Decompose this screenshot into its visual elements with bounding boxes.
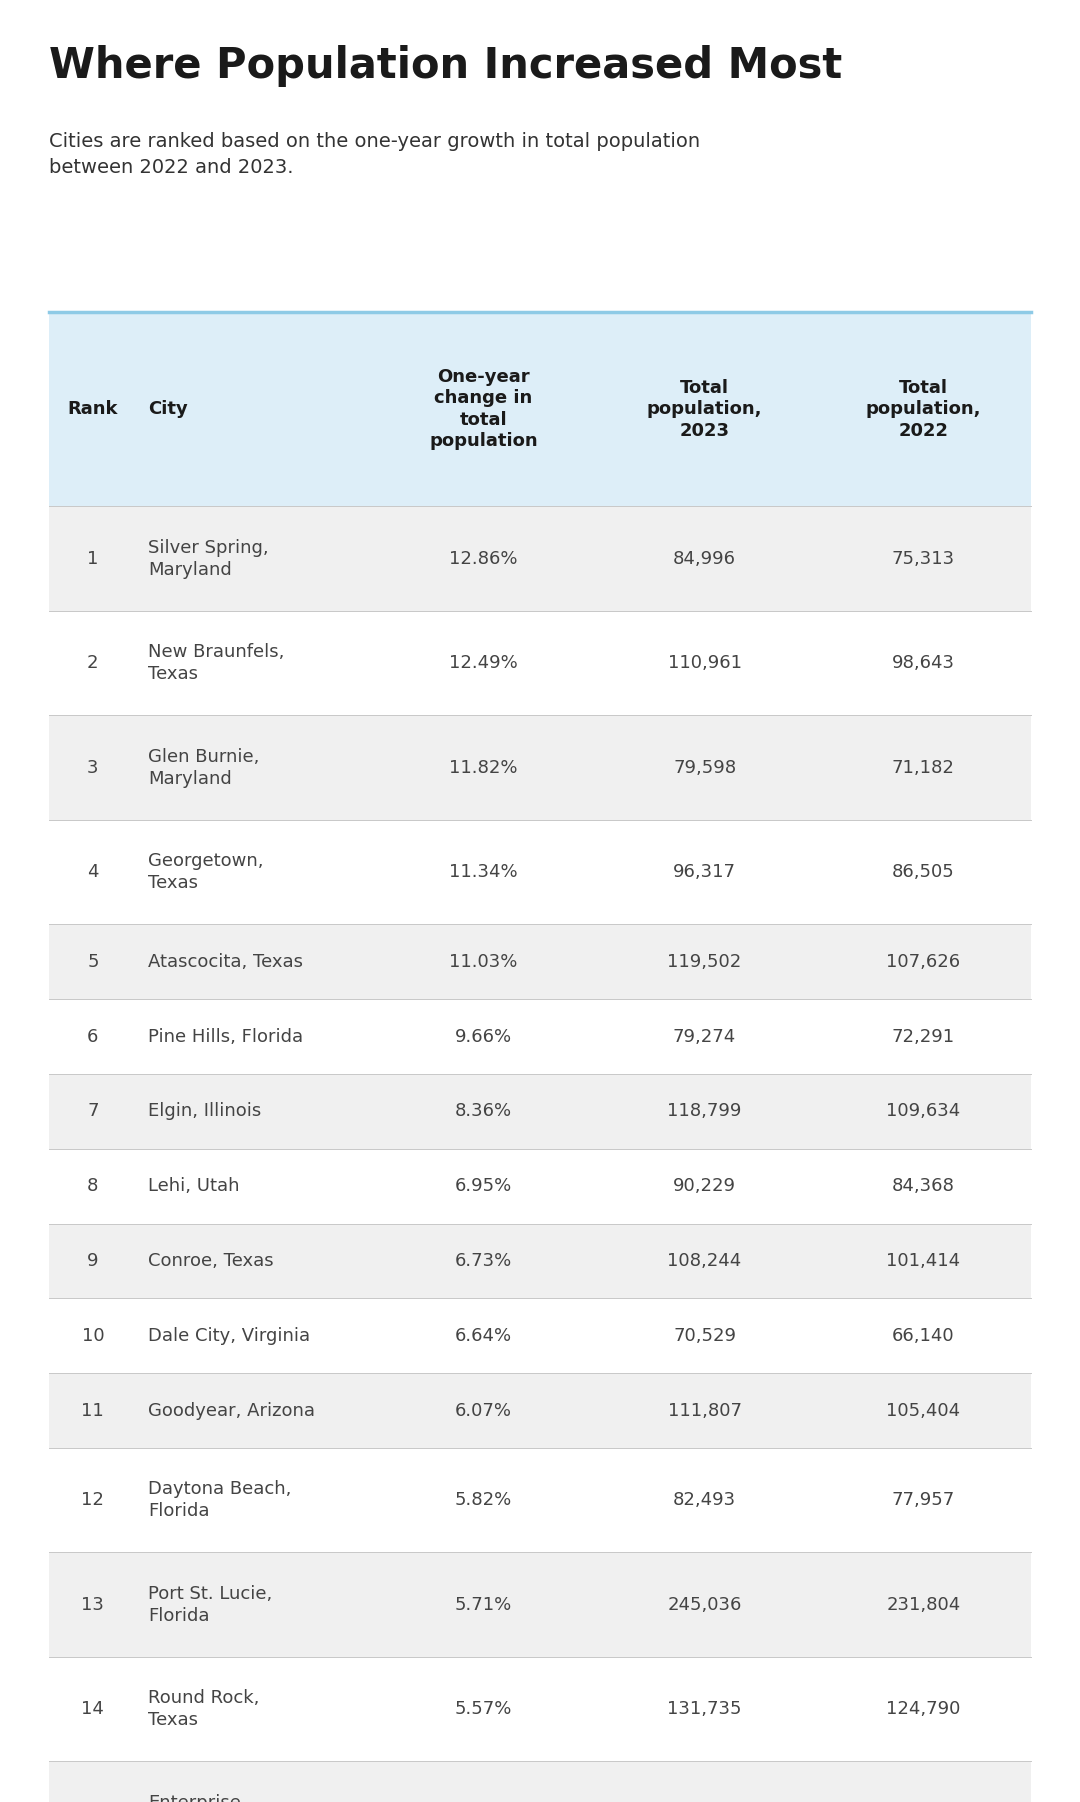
Text: Goodyear, Arizona: Goodyear, Arizona: [148, 1402, 315, 1420]
Text: 6.07%: 6.07%: [455, 1402, 512, 1420]
Text: Dale City, Virginia: Dale City, Virginia: [148, 1326, 310, 1344]
Text: Conroe, Texas: Conroe, Texas: [148, 1252, 273, 1270]
Text: 96,317: 96,317: [673, 863, 737, 881]
Text: Port St. Lucie,
Florida: Port St. Lucie, Florida: [148, 1584, 272, 1625]
Text: 109,634: 109,634: [887, 1103, 960, 1121]
Text: 245,036: 245,036: [667, 1597, 742, 1613]
Text: Glen Burnie,
Maryland: Glen Burnie, Maryland: [148, 748, 259, 787]
Text: 118,799: 118,799: [667, 1103, 742, 1121]
Text: 111,807: 111,807: [667, 1402, 742, 1420]
Text: 101,414: 101,414: [887, 1252, 960, 1270]
Text: Silver Spring,
Maryland: Silver Spring, Maryland: [148, 539, 269, 578]
Text: 110,961: 110,961: [667, 654, 742, 672]
Bar: [49, 611, 1031, 715]
Bar: [49, 1150, 1031, 1224]
Text: 8: 8: [87, 1177, 98, 1195]
Text: 5: 5: [87, 953, 98, 971]
Text: 1: 1: [87, 550, 98, 568]
Bar: [49, 1299, 1031, 1373]
Text: 79,598: 79,598: [673, 759, 737, 777]
Bar: [49, 1658, 1031, 1762]
Text: 72,291: 72,291: [892, 1027, 955, 1045]
Text: Cities are ranked based on the one-year growth in total population
between 2022 : Cities are ranked based on the one-year …: [49, 132, 700, 177]
Bar: [49, 820, 1031, 924]
Bar: [49, 715, 1031, 820]
Text: 71,182: 71,182: [892, 759, 955, 777]
Text: 90,229: 90,229: [673, 1177, 737, 1195]
Text: 107,626: 107,626: [887, 953, 960, 971]
Bar: [49, 1553, 1031, 1658]
Text: 70,529: 70,529: [673, 1326, 737, 1344]
Text: 13: 13: [81, 1597, 105, 1613]
Text: 79,274: 79,274: [673, 1027, 737, 1045]
Text: Enterprise,
Nevada: Enterprise, Nevada: [148, 1793, 246, 1802]
Text: 6.95%: 6.95%: [455, 1177, 512, 1195]
Text: 108,244: 108,244: [667, 1252, 742, 1270]
Text: 82,493: 82,493: [673, 1492, 737, 1508]
Text: New Braunfels,
Texas: New Braunfels, Texas: [148, 643, 284, 683]
Bar: [49, 1224, 1031, 1299]
Bar: [49, 1762, 1031, 1802]
Text: 10: 10: [81, 1326, 104, 1344]
Text: 11.82%: 11.82%: [449, 759, 517, 777]
Text: Rank: Rank: [68, 400, 118, 418]
Text: 6: 6: [87, 1027, 98, 1045]
Text: 84,996: 84,996: [673, 550, 737, 568]
Text: 9.66%: 9.66%: [455, 1027, 512, 1045]
Text: 5.71%: 5.71%: [455, 1597, 512, 1613]
Bar: [49, 1000, 1031, 1074]
Text: 75,313: 75,313: [892, 550, 955, 568]
Text: Total
population,
2022: Total population, 2022: [865, 378, 981, 440]
Text: Total
population,
2023: Total population, 2023: [647, 378, 762, 440]
Text: 84,368: 84,368: [892, 1177, 955, 1195]
Text: One-year
change in
total
population: One-year change in total population: [429, 368, 538, 450]
Bar: [49, 1373, 1031, 1449]
Text: Pine Hills, Florida: Pine Hills, Florida: [148, 1027, 303, 1045]
Text: City: City: [148, 400, 188, 418]
Text: 124,790: 124,790: [886, 1701, 960, 1717]
Text: Lehi, Utah: Lehi, Utah: [148, 1177, 240, 1195]
Text: Where Population Increased Most: Where Population Increased Most: [49, 45, 841, 86]
Text: 131,735: 131,735: [667, 1701, 742, 1717]
Text: 11.03%: 11.03%: [449, 953, 517, 971]
Text: 5.82%: 5.82%: [455, 1492, 512, 1508]
Text: 12: 12: [81, 1492, 105, 1508]
Text: 2: 2: [87, 654, 98, 672]
Text: 86,505: 86,505: [892, 863, 955, 881]
Text: 8.36%: 8.36%: [455, 1103, 512, 1121]
Text: 98,643: 98,643: [892, 654, 955, 672]
Bar: [49, 312, 1031, 506]
Text: 9: 9: [87, 1252, 98, 1270]
Text: Elgin, Illinois: Elgin, Illinois: [148, 1103, 261, 1121]
Text: Atascocita, Texas: Atascocita, Texas: [148, 953, 302, 971]
Text: 12.86%: 12.86%: [449, 550, 517, 568]
Bar: [49, 1074, 1031, 1150]
Bar: [49, 1449, 1031, 1553]
Text: 14: 14: [81, 1701, 105, 1717]
Bar: [49, 924, 1031, 1000]
Text: 105,404: 105,404: [887, 1402, 960, 1420]
Text: 6.64%: 6.64%: [455, 1326, 512, 1344]
Text: 11.34%: 11.34%: [449, 863, 517, 881]
Text: 231,804: 231,804: [887, 1597, 960, 1613]
Text: 5.57%: 5.57%: [455, 1701, 512, 1717]
Text: Round Rock,
Texas: Round Rock, Texas: [148, 1688, 259, 1730]
Bar: [49, 506, 1031, 611]
Text: 77,957: 77,957: [892, 1492, 955, 1508]
Text: 12.49%: 12.49%: [449, 654, 518, 672]
Text: Georgetown,
Texas: Georgetown, Texas: [148, 852, 264, 892]
Text: 3: 3: [87, 759, 98, 777]
Text: Daytona Beach,
Florida: Daytona Beach, Florida: [148, 1479, 292, 1521]
Text: 119,502: 119,502: [667, 953, 742, 971]
Text: 11: 11: [81, 1402, 104, 1420]
Text: 4: 4: [87, 863, 98, 881]
Text: 66,140: 66,140: [892, 1326, 955, 1344]
Text: 6.73%: 6.73%: [455, 1252, 512, 1270]
Text: 7: 7: [87, 1103, 98, 1121]
